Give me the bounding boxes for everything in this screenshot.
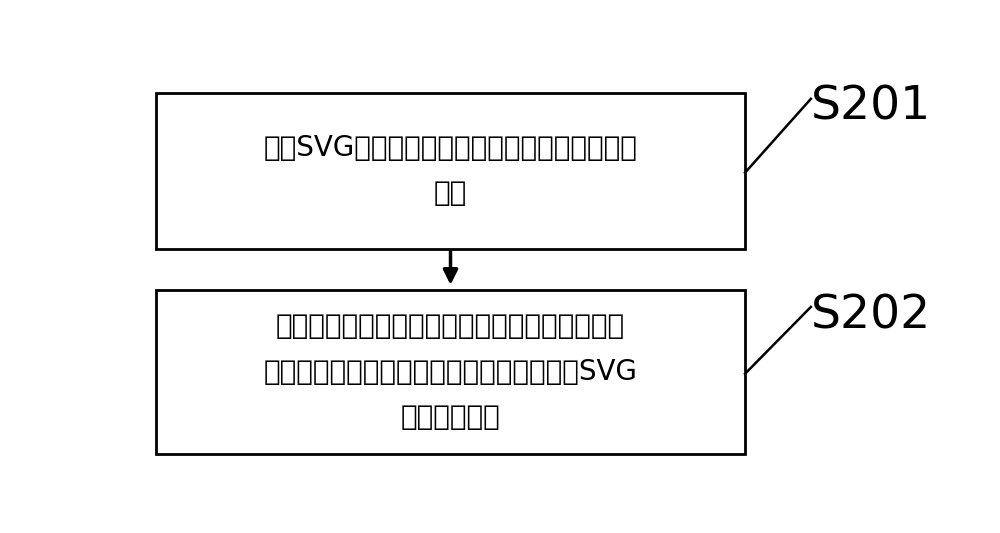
Text: S201: S201 [811, 85, 931, 130]
Text: S202: S202 [811, 294, 931, 339]
Text: 根据所述当前无功能力与所述无功指令的数值比
较关系以及预设协调控制规则对固定电容和SVG
进行无功分配: 根据所述当前无功能力与所述无功指令的数值比 较关系以及预设协调控制规则对固定电容… [264, 312, 637, 431]
Bar [156, 93, 745, 248]
Text: 根据SVG和固定电容器接入点电压确定当前无功
能力: 根据SVG和固定电容器接入点电压确定当前无功 能力 [264, 134, 637, 207]
Bar [156, 290, 745, 454]
